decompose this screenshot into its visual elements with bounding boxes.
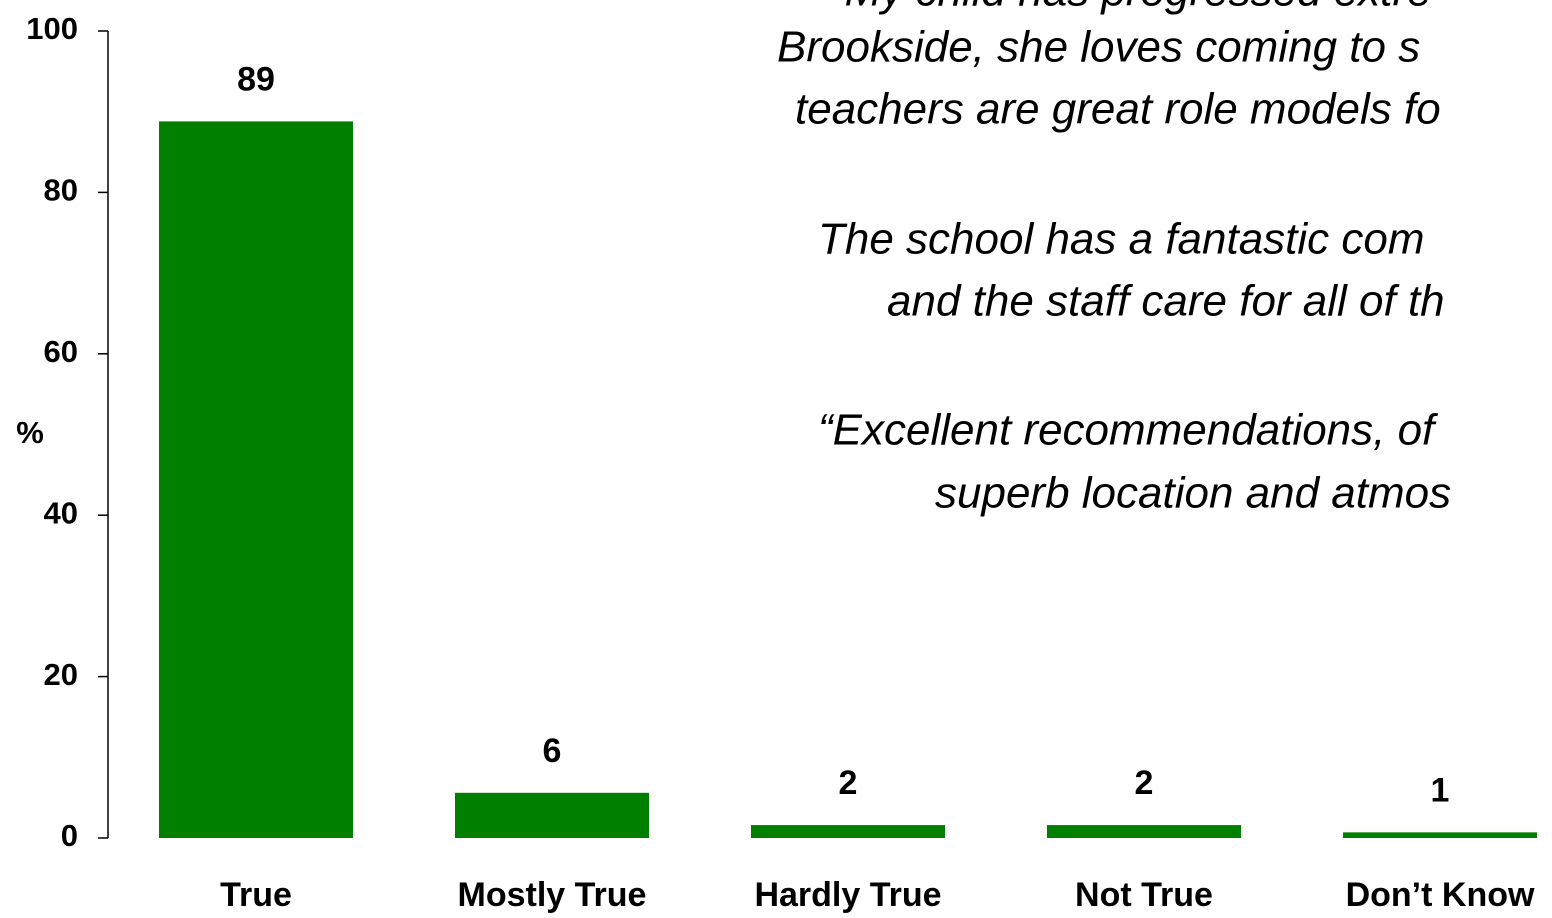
data-label: 1 xyxy=(1431,771,1450,809)
quote-line: “Excellent recommendations, of xyxy=(818,406,1439,455)
y-tick-label: 80 xyxy=(44,173,78,208)
x-tick-label: Hardly True xyxy=(754,876,941,914)
x-tick-label: True xyxy=(220,876,292,914)
bar xyxy=(159,121,353,838)
quote-line: teachers are great role models fo xyxy=(795,85,1441,134)
y-axis-label: % xyxy=(16,415,44,450)
quote-line: superb location and atmos xyxy=(935,469,1451,518)
bar xyxy=(751,825,945,838)
bar xyxy=(1343,832,1537,838)
quote-line: and the staff care for all of th xyxy=(887,277,1445,326)
data-label: 89 xyxy=(237,60,275,98)
quote-line: Brookside, she loves coming to s xyxy=(777,23,1420,72)
x-tick-label: Mostly True xyxy=(458,876,647,914)
bar xyxy=(455,792,649,838)
x-tick-label: Not True xyxy=(1075,876,1213,914)
data-label: 2 xyxy=(839,764,858,802)
data-label: 6 xyxy=(543,732,562,770)
y-tick-label: 60 xyxy=(44,334,78,369)
y-tick-label: 100 xyxy=(26,11,78,46)
quote-line: The school has a fantastic com xyxy=(818,215,1425,264)
quote-line: “My child has progressed extre xyxy=(830,0,1432,16)
data-label: 2 xyxy=(1135,764,1154,802)
y-tick-label: 20 xyxy=(44,657,78,692)
x-tick-label: Don’t Know xyxy=(1346,876,1535,914)
y-tick-label: 40 xyxy=(44,495,78,530)
bar xyxy=(1047,825,1241,838)
y-tick-label: 0 xyxy=(61,818,78,853)
